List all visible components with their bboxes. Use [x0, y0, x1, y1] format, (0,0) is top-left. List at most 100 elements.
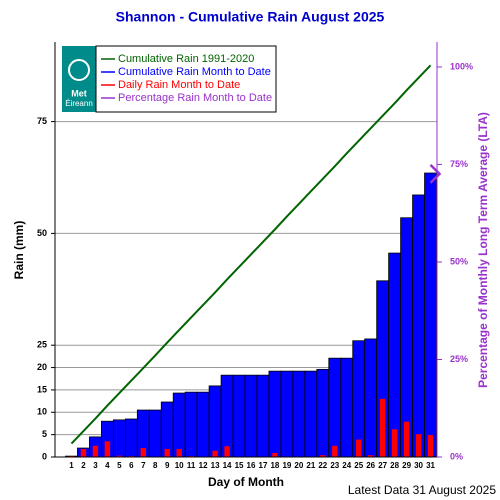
x-tick-label: 11 — [187, 461, 196, 470]
y-tick-label: 75 — [37, 116, 47, 126]
daily-bar — [356, 439, 362, 457]
x-tick-label: 23 — [330, 461, 339, 470]
daily-bar — [272, 452, 278, 457]
cumulative-bar — [304, 370, 318, 458]
cumulative-bar — [388, 252, 402, 458]
logo-swirl — [68, 59, 90, 81]
x-tick-label: 22 — [318, 461, 327, 470]
x-tick-label: 3 — [93, 461, 98, 470]
daily-bar — [379, 398, 386, 457]
cumulative-bar — [412, 194, 425, 458]
daily-bar — [176, 448, 182, 457]
cumulative-bar — [328, 357, 342, 458]
daily-bar — [104, 441, 111, 457]
x-tick-label: 29 — [402, 461, 411, 470]
lta-line — [70, 64, 432, 445]
legend-label: Daily Rain Month to Date — [118, 79, 240, 91]
daily-bar — [92, 445, 99, 457]
percentage-marker — [429, 163, 442, 184]
daily-bar — [140, 448, 146, 457]
daily-bar — [164, 448, 170, 457]
cumulative-bar — [400, 217, 413, 458]
x-tick-label: 25 — [354, 461, 363, 470]
daily-bar — [80, 448, 87, 457]
y-tick-label: 10 — [37, 407, 47, 417]
y2-tick-label: 75% — [450, 159, 468, 169]
cumulative-bar — [244, 374, 258, 458]
cumulative-bar — [220, 374, 234, 458]
y2-tick-label: 50% — [450, 256, 468, 266]
cumulative-bar — [196, 391, 210, 458]
cumulative-bar — [148, 409, 162, 458]
y-tick-label: 50 — [37, 228, 47, 238]
x-tick-label: 21 — [306, 461, 315, 470]
footer: Latest Data 31 August 2025 — [348, 483, 496, 497]
daily-bar — [332, 445, 338, 457]
x-tick-label: 28 — [390, 461, 399, 470]
daily-bar — [212, 450, 218, 457]
daily-bar — [391, 429, 398, 457]
x-tick-label: 4 — [105, 461, 110, 470]
y-tick-label: 15 — [37, 384, 47, 394]
x-tick-label: 10 — [175, 461, 184, 470]
legend-label: Cumulative Rain 1991-2020 — [118, 53, 254, 65]
x-tick-label: 17 — [259, 461, 268, 470]
x-tick-label: 12 — [199, 461, 208, 470]
x-tick-label: 19 — [282, 461, 291, 470]
cumulative-bar — [172, 392, 186, 458]
x-tick-label: 16 — [247, 461, 256, 470]
x-tick-label: 5 — [117, 461, 122, 470]
logo-text: Met — [71, 88, 87, 98]
cumulative-bar — [340, 357, 354, 458]
cumulative-bar — [160, 401, 174, 458]
x-tick-label: 20 — [294, 461, 303, 470]
y2-tick-label: 25% — [450, 354, 468, 364]
legend-label: Percentage Rain Month to Date — [118, 92, 272, 104]
x-axis-label: Day of Month — [208, 475, 284, 489]
y-tick-label: 25 — [37, 340, 47, 350]
cumulative-bar — [124, 418, 138, 458]
y-tick-label: 5 — [42, 429, 47, 439]
daily-bar — [116, 455, 123, 457]
cumulative-bar — [112, 419, 126, 458]
daily-bar — [224, 446, 230, 457]
cumulative-bar — [256, 374, 270, 458]
x-tick-label: 7 — [141, 461, 146, 470]
y-axis-label: Rain (mm) — [12, 221, 26, 280]
y2-axis-label: Percentage of Monthly Long Term Average … — [476, 112, 490, 388]
cumulative-bar — [364, 338, 378, 458]
x-tick-label: 14 — [223, 461, 232, 470]
cumulative-bar — [424, 172, 437, 458]
cumulative-bar — [268, 370, 282, 458]
x-tick-label: 15 — [235, 461, 244, 470]
chart-title: Shannon - Cumulative Rain August 2025 — [116, 9, 385, 25]
cumulative-bar — [184, 391, 198, 458]
x-tick-label: 30 — [414, 461, 423, 470]
y2-tick-label: 0% — [450, 451, 463, 461]
y-tick-label: 20 — [37, 362, 47, 372]
cumulative-bar — [316, 368, 330, 458]
x-tick-label: 2 — [81, 461, 86, 470]
x-tick-label: 6 — [129, 461, 134, 470]
daily-bar — [403, 421, 410, 457]
daily-bar — [320, 455, 326, 457]
cumulative-bar — [232, 374, 246, 458]
x-tick-label: 24 — [342, 461, 351, 470]
x-tick-label: 9 — [165, 461, 170, 470]
x-tick-label: 8 — [153, 461, 158, 470]
daily-bar — [367, 455, 374, 457]
cumulative-bar — [280, 370, 294, 458]
x-tick-label: 31 — [426, 461, 435, 470]
x-tick-label: 18 — [270, 461, 279, 470]
x-tick-label: 13 — [211, 461, 220, 470]
x-tick-label: 1 — [69, 461, 74, 470]
y2-tick-label: 100% — [450, 61, 473, 71]
legend-label: Cumulative Rain Month to Date — [118, 66, 271, 78]
y-tick-label: 0 — [42, 451, 47, 461]
cumulative-bar — [292, 370, 306, 458]
legend-box — [95, 45, 277, 113]
daily-bar — [415, 434, 422, 457]
daily-bar — [427, 435, 434, 457]
x-tick-label: 27 — [378, 461, 387, 470]
